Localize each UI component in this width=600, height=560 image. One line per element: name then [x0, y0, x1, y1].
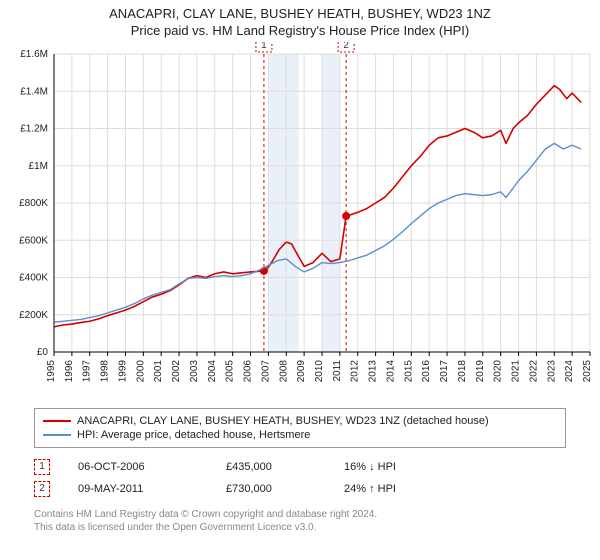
- event-price-2: £730,000: [226, 483, 316, 495]
- svg-text:2016: 2016: [421, 359, 432, 382]
- svg-text:2013: 2013: [368, 359, 379, 382]
- svg-text:£1.6M: £1.6M: [20, 49, 48, 60]
- svg-text:2001: 2001: [153, 359, 164, 382]
- svg-text:2006: 2006: [243, 359, 254, 382]
- title-line-2: Price paid vs. HM Land Registry's House …: [0, 23, 600, 40]
- svg-text:2010: 2010: [314, 359, 325, 382]
- event-marker-2: 2: [34, 481, 50, 497]
- title-block: ANACAPRI, CLAY LANE, BUSHEY HEATH, BUSHE…: [0, 0, 600, 42]
- svg-text:2002: 2002: [171, 359, 182, 382]
- event-date-1: 06-OCT-2006: [78, 461, 198, 473]
- svg-text:2005: 2005: [225, 359, 236, 382]
- svg-text:£400K: £400K: [19, 272, 48, 283]
- svg-text:1999: 1999: [117, 359, 128, 382]
- svg-text:2004: 2004: [207, 359, 218, 382]
- svg-text:2024: 2024: [564, 359, 575, 382]
- event-price-1: £435,000: [226, 461, 316, 473]
- legend-label-2: HPI: Average price, detached house, Hert…: [77, 429, 310, 441]
- svg-text:2000: 2000: [135, 359, 146, 382]
- svg-text:2011: 2011: [332, 359, 343, 381]
- svg-text:2008: 2008: [278, 359, 289, 382]
- title-line-1: ANACAPRI, CLAY LANE, BUSHEY HEATH, BUSHE…: [0, 6, 600, 23]
- svg-text:1997: 1997: [82, 359, 93, 382]
- svg-text:2017: 2017: [439, 359, 450, 382]
- svg-text:2019: 2019: [475, 359, 486, 382]
- svg-text:£1M: £1M: [29, 161, 48, 172]
- svg-text:£1.2M: £1.2M: [20, 123, 48, 134]
- svg-text:£0: £0: [37, 347, 49, 358]
- footer-line-2: This data is licensed under the Open Gov…: [34, 521, 566, 535]
- svg-text:2022: 2022: [528, 359, 539, 382]
- event-delta-1: 16% ↓ HPI: [344, 461, 464, 473]
- event-row-1: 1 06-OCT-2006 £435,000 16% ↓ HPI: [34, 456, 566, 478]
- event-delta-2: 24% ↑ HPI: [344, 483, 464, 495]
- svg-text:2025: 2025: [582, 359, 593, 382]
- chart-area: £0 £200K £400K £600K £800K £1M £1.2M £1.4M £1.6M…: [0, 42, 600, 402]
- svg-text:2009: 2009: [296, 359, 307, 382]
- svg-text:2018: 2018: [457, 359, 468, 382]
- svg-text:2020: 2020: [493, 359, 504, 382]
- svg-text:2021: 2021: [511, 359, 522, 382]
- svg-text:1996: 1996: [64, 359, 75, 382]
- svg-text:2012: 2012: [350, 359, 361, 382]
- svg-text:2: 2: [343, 42, 349, 51]
- chart-svg: £0 £200K £400K £600K £800K £1M £1.2M £1.4M £1.6M…: [0, 42, 600, 402]
- legend-row-1: ANACAPRI, CLAY LANE, BUSHEY HEATH, BUSHE…: [43, 414, 557, 428]
- legend-label-1: ANACAPRI, CLAY LANE, BUSHEY HEATH, BUSHE…: [77, 415, 489, 427]
- svg-text:2023: 2023: [546, 359, 557, 382]
- svg-text:2003: 2003: [189, 359, 200, 382]
- legend-row-2: HPI: Average price, detached house, Hert…: [43, 428, 557, 442]
- legend-swatch-2: [43, 434, 71, 436]
- svg-text:2015: 2015: [403, 359, 414, 382]
- event-marker-1: 1: [34, 459, 50, 475]
- footer-block: Contains HM Land Registry data © Crown c…: [34, 508, 566, 535]
- svg-text:2007: 2007: [260, 359, 271, 382]
- svg-text:£800K: £800K: [19, 198, 48, 209]
- footer-line-1: Contains HM Land Registry data © Crown c…: [34, 508, 566, 522]
- events-table: 1 06-OCT-2006 £435,000 16% ↓ HPI 2 09-MA…: [34, 456, 566, 500]
- svg-text:1998: 1998: [100, 359, 111, 382]
- legend-swatch-1: [43, 420, 71, 422]
- svg-text:£1.4M: £1.4M: [20, 86, 48, 97]
- event-date-2: 09-MAY-2011: [78, 483, 198, 495]
- svg-text:£600K: £600K: [19, 235, 48, 246]
- legend-box: ANACAPRI, CLAY LANE, BUSHEY HEATH, BUSHE…: [34, 408, 566, 448]
- event-row-2: 2 09-MAY-2011 £730,000 24% ↑ HPI: [34, 478, 566, 500]
- svg-text:1: 1: [261, 42, 267, 51]
- chart-container: ANACAPRI, CLAY LANE, BUSHEY HEATH, BUSHE…: [0, 0, 600, 535]
- svg-text:1995: 1995: [46, 359, 57, 382]
- svg-text:2014: 2014: [385, 359, 396, 382]
- svg-text:£200K: £200K: [19, 310, 48, 321]
